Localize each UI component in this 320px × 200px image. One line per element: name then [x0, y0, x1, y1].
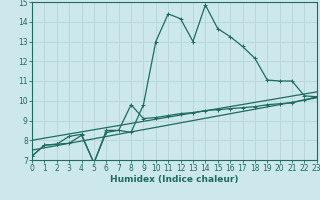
X-axis label: Humidex (Indice chaleur): Humidex (Indice chaleur): [110, 175, 239, 184]
